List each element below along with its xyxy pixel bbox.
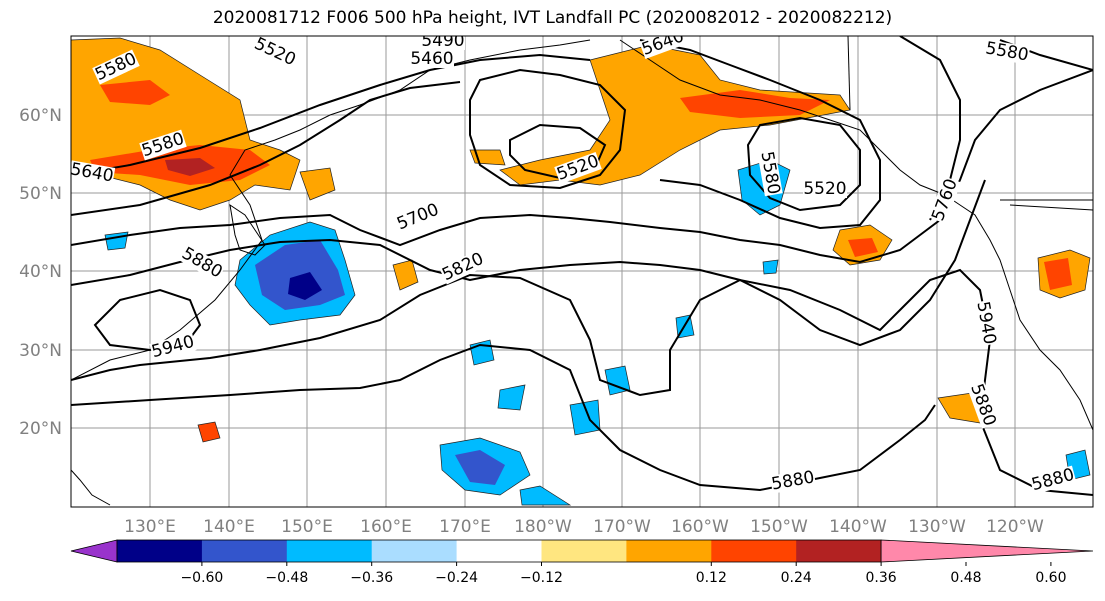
lat-label: 30°N (19, 341, 62, 361)
shade-ne-orange-small (392, 259, 419, 291)
contour-label: 5490 (421, 31, 464, 51)
lat-label: 50°N (19, 184, 62, 204)
shade-aleutian-red (680, 90, 830, 118)
map-frame (70, 35, 1094, 508)
shade-jp-orange (299, 167, 336, 201)
contour-label-bg (973, 299, 999, 347)
contour-label-bg (149, 332, 197, 362)
colorbar-right-extend (880, 539, 1094, 563)
lat-label: 20°N (19, 419, 62, 439)
colorbar-segment (286, 540, 373, 562)
shade-kuroshio-navy (288, 272, 322, 300)
shade-nw-darkred (165, 158, 215, 176)
contour-label-bg (929, 176, 961, 224)
lon-label: 140°W (829, 517, 887, 537)
shade-us-red (1044, 258, 1072, 290)
contour-label-bg (251, 36, 299, 70)
contour-label-bg (439, 249, 487, 285)
shade-aleutian-orange (499, 44, 851, 186)
colorbar-segment (456, 540, 542, 562)
shade-spot1 (197, 421, 221, 443)
shade-nw-red2 (100, 80, 170, 105)
contour-label-bg (983, 39, 1031, 65)
shade-south-cyan8 (762, 259, 779, 275)
gridlines (71, 36, 1093, 507)
height-contours (71, 36, 1093, 496)
lon-label: 130°E (124, 517, 176, 537)
lat-label: 40°N (19, 262, 62, 282)
colorbar-tick-label: −0.12 (520, 570, 563, 586)
lon-label: 150°E (281, 517, 333, 537)
shade-south-cyan5 (497, 384, 526, 411)
colorbar-segment (201, 540, 288, 562)
lon-label: 160°E (360, 517, 412, 537)
colorbar-tick-label: 0.12 (696, 570, 727, 586)
lon-label: 120°W (986, 517, 1044, 537)
colorbar-segment (711, 540, 797, 562)
colorbar-tick-label: 0.48 (950, 570, 981, 586)
contour-label-bg (139, 129, 187, 161)
contour-label-bg (1029, 465, 1077, 495)
contour-label-bg (394, 200, 442, 234)
colorbar-tick-label: −0.48 (265, 570, 308, 586)
shade-south-mid1 (455, 450, 505, 485)
map-title: 2020081712 F006 500 hPa height, IVT Land… (212, 8, 893, 28)
lon-label: 170°E (439, 517, 491, 537)
lon-label: 180°W (514, 517, 572, 537)
colorbar-segment (626, 540, 712, 562)
coastlines (71, 36, 1093, 506)
lon-label: 130°W (908, 517, 966, 537)
contour-label: 5460 (410, 49, 453, 69)
lon-label: 140°E (203, 517, 255, 537)
colorbar-tick-label: 0.60 (1035, 570, 1066, 586)
shade-south-cyan9 (469, 339, 495, 366)
colorbar-left-extend (70, 539, 118, 563)
contour-label-bg (421, 36, 465, 50)
contour-label-bg (639, 36, 687, 59)
lon-label: 150°W (750, 517, 808, 537)
contour-label-bg (178, 244, 226, 282)
colorbar-tick-label: −0.36 (350, 570, 393, 586)
colorbar-frame (116, 539, 882, 563)
shade-south-cyan4 (604, 365, 631, 396)
lon-label: 160°W (671, 517, 729, 537)
contour-label-bg (769, 468, 817, 494)
colorbar-segment (796, 540, 882, 562)
shade-south-cyan7 (104, 231, 129, 251)
contour-label-bg (554, 152, 602, 184)
contour-label-bg (410, 50, 454, 68)
colorbar-tick-label: 0.36 (866, 570, 897, 586)
colorbar-tick-label: −0.60 (180, 570, 223, 586)
colorbar (70, 539, 1094, 563)
colorbar-segment (541, 540, 627, 562)
colorbar-segment (371, 540, 458, 562)
colorbar-segment (117, 540, 203, 562)
contour-label: 5520 (803, 179, 846, 199)
contour-label-bg (92, 49, 140, 85)
contour-label-bg (967, 381, 999, 429)
shade-gulf-red (848, 238, 878, 257)
colorbar-tick-label: −0.24 (435, 570, 478, 586)
lon-label: 170°W (593, 517, 651, 537)
colorbar-tick-label: 0.24 (781, 570, 812, 586)
contour-label-bg (803, 180, 847, 198)
contour-label-bg (757, 149, 783, 197)
contour-label-bg (71, 160, 116, 186)
lat-label: 60°N (19, 106, 62, 126)
shade-south-cyan10 (519, 485, 572, 506)
